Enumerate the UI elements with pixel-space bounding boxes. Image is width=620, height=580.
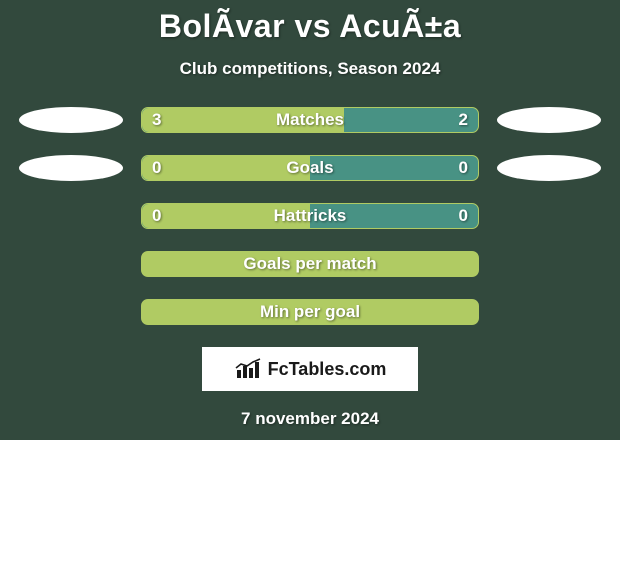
spacer <box>497 251 601 277</box>
spacer <box>19 251 123 277</box>
spacer <box>19 203 123 229</box>
player-right-oval <box>497 155 601 181</box>
stat-bar-fill <box>142 156 310 180</box>
background-bottom <box>0 440 620 580</box>
stat-value-right: 0 <box>459 206 468 226</box>
chart-icon <box>234 358 262 380</box>
stat-value-right: 2 <box>459 110 468 130</box>
player-left-oval <box>19 155 123 181</box>
player-right-oval <box>497 107 601 133</box>
stat-rows: 3 Matches 2 0 Goals 0 0 Hattricks 0 <box>0 107 620 229</box>
fctables-logo: FcTables.com <box>202 347 418 391</box>
spacer <box>19 299 123 325</box>
stat-row-min-per-goal: Min per goal <box>0 299 620 325</box>
spacer <box>497 299 601 325</box>
infographic-container: BolÃvar vs AcuÃ±a Club competitions, Sea… <box>0 0 620 429</box>
logo-text: FcTables.com <box>268 359 387 380</box>
page-title: BolÃvar vs AcuÃ±a <box>0 8 620 45</box>
stat-row-goals: 0 Goals 0 <box>0 155 620 181</box>
stat-row-goals-per-match: Goals per match <box>0 251 620 277</box>
stat-value-left: 3 <box>152 110 161 130</box>
stat-row-matches: 3 Matches 2 <box>0 107 620 133</box>
extra-rows: Goals per match Min per goal <box>0 251 620 325</box>
stat-bar: Goals per match <box>141 251 479 277</box>
stat-label: Goals per match <box>243 254 376 274</box>
player-left-oval <box>19 107 123 133</box>
stat-value-left: 0 <box>152 158 161 178</box>
subtitle: Club competitions, Season 2024 <box>0 59 620 79</box>
stat-bar: 0 Goals 0 <box>141 155 479 181</box>
stat-label: Hattricks <box>274 206 347 226</box>
stat-label: Goals <box>286 158 333 178</box>
stat-label: Min per goal <box>260 302 360 322</box>
stat-value-left: 0 <box>152 206 161 226</box>
stat-bar: Min per goal <box>141 299 479 325</box>
stat-bar: 3 Matches 2 <box>141 107 479 133</box>
spacer <box>497 203 601 229</box>
date-label: 7 november 2024 <box>0 409 620 429</box>
stat-row-hattricks: 0 Hattricks 0 <box>0 203 620 229</box>
stat-label: Matches <box>276 110 344 130</box>
stat-bar: 0 Hattricks 0 <box>141 203 479 229</box>
stat-value-right: 0 <box>459 158 468 178</box>
